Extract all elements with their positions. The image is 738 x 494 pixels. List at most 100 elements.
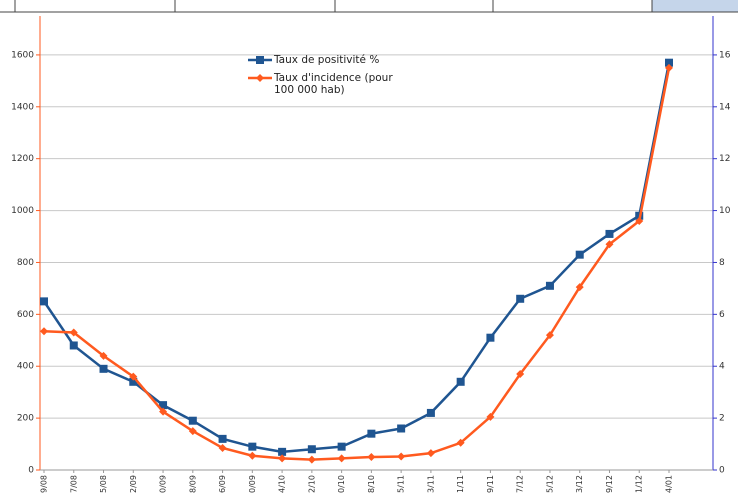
line bbox=[43, 67, 671, 461]
y2-tick-label: 10 bbox=[719, 206, 731, 216]
x-tick-label: 7/08 bbox=[69, 475, 78, 493]
x-tick-label: 2/10 bbox=[307, 475, 316, 493]
point bbox=[99, 364, 108, 373]
point bbox=[99, 351, 108, 360]
point bbox=[397, 424, 406, 433]
y2-tick-label: 16 bbox=[719, 50, 731, 60]
point bbox=[278, 447, 287, 456]
point bbox=[575, 250, 584, 259]
y-tick-label: 1200 bbox=[11, 154, 34, 164]
y-tick-label: 1600 bbox=[11, 50, 34, 60]
cells bbox=[0, 0, 738, 12]
x-tick-label: 9/12 bbox=[605, 475, 614, 493]
y-tick-label: 600 bbox=[17, 310, 34, 320]
x-tick-label: 3/12 bbox=[575, 475, 584, 493]
x-tick-label: 4/10 bbox=[278, 475, 287, 493]
x-tick-label: 7/12 bbox=[516, 475, 525, 493]
x-tick-label: 9/11 bbox=[486, 475, 495, 493]
point bbox=[69, 328, 78, 337]
x-tick-label: 8/10 bbox=[367, 475, 376, 493]
y-tick-label: 1000 bbox=[11, 206, 34, 216]
point bbox=[545, 331, 554, 340]
y-tick-label: 1400 bbox=[11, 102, 34, 112]
x-tick-label: 9/08 bbox=[40, 475, 49, 493]
point bbox=[665, 58, 673, 67]
line bbox=[42, 62, 671, 454]
point bbox=[516, 294, 525, 303]
x-tick-label: 6/09 bbox=[218, 475, 227, 493]
y2-tick-label: 6 bbox=[719, 310, 725, 320]
x-tick-label: 5/08 bbox=[99, 475, 108, 493]
legend-label: Taux de positivité % bbox=[274, 54, 380, 66]
point bbox=[278, 454, 287, 463]
point bbox=[397, 452, 406, 461]
y2-tick-label: 8 bbox=[719, 258, 725, 268]
series bbox=[40, 58, 673, 456]
legend-label: Taux d'incidence (pour 100 000 hab) bbox=[274, 72, 393, 96]
point bbox=[307, 455, 316, 464]
y2-tick-label: 12 bbox=[719, 154, 730, 164]
y-tick-label: 200 bbox=[17, 414, 34, 424]
point bbox=[456, 438, 465, 447]
point bbox=[367, 429, 376, 438]
point bbox=[218, 434, 227, 443]
x-tick-label: 0/10 bbox=[337, 475, 346, 493]
x-tick-label: 3/11 bbox=[426, 475, 435, 493]
point bbox=[545, 281, 554, 290]
y-tick-label: 0 bbox=[28, 466, 34, 476]
point bbox=[456, 377, 465, 386]
y2-tick-label: 14 bbox=[719, 102, 731, 112]
y2-tick-label: 0 bbox=[719, 466, 725, 476]
x-tick-label: 5/11 bbox=[397, 475, 406, 493]
point bbox=[159, 407, 168, 416]
x-tick-label: 5/12 bbox=[545, 475, 554, 493]
x-tick-label: 1/12 bbox=[635, 475, 644, 493]
legend-item: Taux de positivité % bbox=[248, 54, 404, 66]
point bbox=[248, 451, 257, 460]
selected-cell bbox=[652, 0, 738, 12]
point bbox=[218, 443, 227, 452]
point bbox=[69, 341, 78, 350]
point bbox=[188, 416, 197, 425]
sheet-row bbox=[0, 0, 738, 13]
point bbox=[635, 216, 644, 225]
point bbox=[426, 408, 435, 417]
y-tick-label: 400 bbox=[17, 362, 34, 372]
point bbox=[40, 297, 48, 306]
point bbox=[367, 453, 376, 462]
point bbox=[248, 442, 257, 451]
legend-icon bbox=[248, 56, 272, 64]
point bbox=[575, 283, 584, 292]
point bbox=[605, 240, 614, 249]
point bbox=[516, 370, 525, 379]
point bbox=[486, 412, 495, 421]
x-tick-label: 0/09 bbox=[248, 475, 257, 493]
point bbox=[337, 454, 346, 463]
point bbox=[426, 449, 435, 458]
x-tick-label: 2/09 bbox=[129, 475, 138, 493]
point bbox=[40, 327, 48, 336]
x-tick-label: 8/09 bbox=[188, 475, 197, 493]
point bbox=[129, 372, 138, 381]
legend-icon bbox=[248, 74, 272, 82]
x-tick-label: 1/11 bbox=[456, 475, 465, 493]
y-tick-label: 800 bbox=[17, 258, 34, 268]
point bbox=[188, 427, 197, 436]
point bbox=[337, 442, 346, 451]
series bbox=[40, 63, 673, 464]
point bbox=[665, 63, 673, 72]
x-tick-label: 4/01 bbox=[665, 475, 674, 493]
point bbox=[256, 56, 264, 64]
point bbox=[486, 333, 495, 342]
y2-tick-label: 2 bbox=[719, 414, 725, 424]
legend: Taux de positivité % Taux d'incidence (po… bbox=[248, 54, 404, 102]
x-tick-label: 0/09 bbox=[159, 475, 168, 493]
point bbox=[159, 401, 168, 410]
point bbox=[307, 445, 316, 454]
legend-item: Taux d'incidence (pour 100 000 hab) bbox=[248, 72, 404, 96]
y2-tick-label: 4 bbox=[719, 362, 725, 372]
point bbox=[129, 377, 138, 386]
point bbox=[605, 229, 614, 238]
